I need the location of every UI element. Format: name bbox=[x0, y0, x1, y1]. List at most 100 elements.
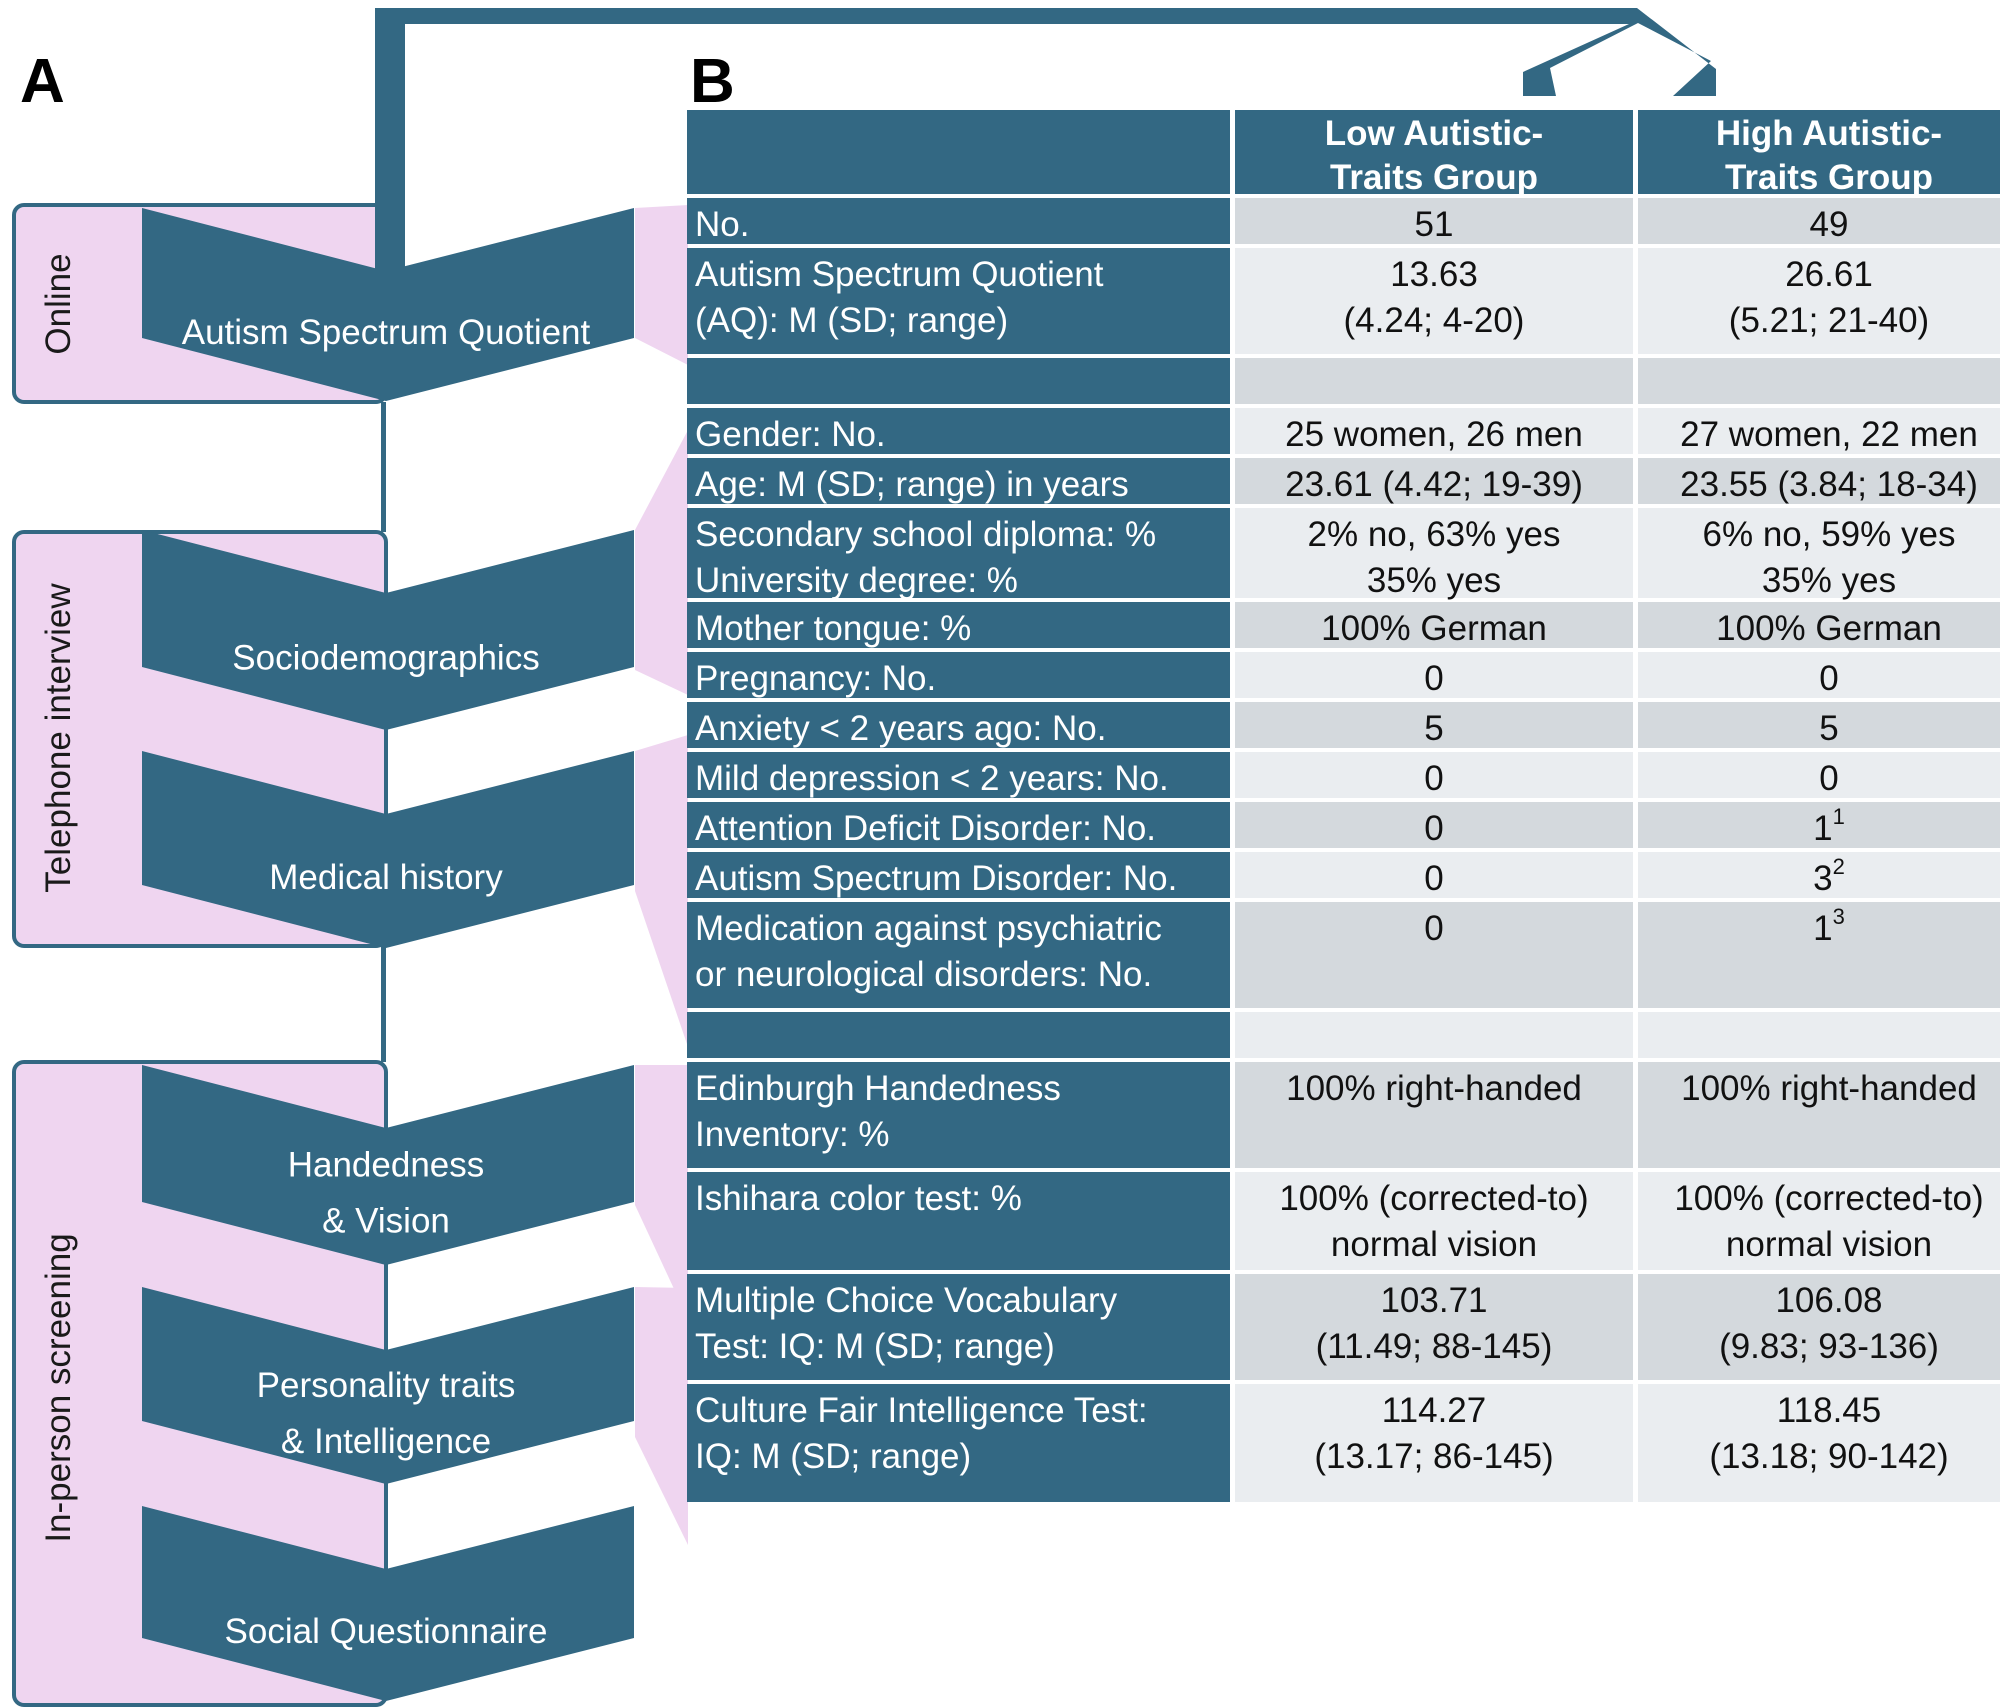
row-label: Gender: No. bbox=[687, 408, 1230, 454]
table-header-corner bbox=[687, 110, 1230, 194]
cell-low-group: 0 bbox=[1235, 752, 1633, 798]
cell-value: 2% no, 63% yes 35% yes bbox=[1307, 515, 1561, 600]
row-label: Edinburgh Handedness Inventory: % bbox=[687, 1062, 1230, 1168]
cell-value: 100% (corrected-to) normal vision bbox=[1674, 1179, 1984, 1264]
telephone-to-inperson-connector bbox=[381, 946, 386, 1062]
cell-value: 6% no, 59% yes 35% yes bbox=[1702, 515, 1956, 600]
step-chevron-3 bbox=[142, 751, 634, 948]
cell-high-group: 5 bbox=[1638, 702, 2000, 748]
cell-low-group: 25 women, 26 men bbox=[1235, 408, 1633, 454]
cell-high-group bbox=[1638, 358, 2000, 404]
phase-labels: Online Telephone interview In-person scr… bbox=[39, 253, 78, 1542]
step-chevron-4 bbox=[142, 1065, 634, 1265]
footnote-marker: 1 bbox=[1832, 804, 1845, 829]
cell-low-group: 0 bbox=[1235, 802, 1633, 848]
panel-a-letter: A bbox=[20, 47, 65, 116]
footnote-marker: 3 bbox=[1832, 904, 1845, 929]
cell-value: 1 bbox=[1813, 909, 1833, 948]
step-labels: Autism Spectrum Quotient Sociodemographic… bbox=[182, 313, 591, 1651]
cell-high-group: 6% no, 59% yes 35% yes bbox=[1638, 508, 2000, 600]
cell-high-group: 11 bbox=[1638, 802, 2000, 848]
participant-characteristics-table: Low Autistic- Traits Group High Autistic… bbox=[687, 110, 2000, 1502]
cell-high-group: 32 bbox=[1638, 852, 2000, 898]
cell-high-group: 27 women, 22 men bbox=[1638, 408, 2000, 454]
footnote-marker: 2 bbox=[1832, 854, 1845, 879]
bracket-1 bbox=[635, 205, 688, 365]
cell-value: 100% (corrected-to) normal vision bbox=[1279, 1179, 1589, 1264]
step-chevron-1 bbox=[142, 208, 634, 401]
bracket-2 bbox=[635, 430, 688, 695]
cell-value: 100% right-handed bbox=[1286, 1069, 1582, 1108]
column-header-low-group: Low Autistic- Traits Group bbox=[1235, 110, 1633, 194]
phase-label-in-person: In-person screening bbox=[39, 1233, 78, 1542]
bracket-3 bbox=[635, 735, 688, 1047]
row-label bbox=[687, 358, 1230, 404]
phase-label-telephone: Telephone interview bbox=[39, 583, 78, 893]
cell-low-group: 2% no, 63% yes 35% yes bbox=[1235, 508, 1633, 600]
cell-value: 103.71 (11.49; 88-145) bbox=[1315, 1281, 1553, 1366]
step-label: Sociodemographics bbox=[232, 639, 539, 678]
row-label: Mother tongue: % bbox=[687, 602, 1230, 648]
bracket-4 bbox=[635, 1065, 688, 1319]
process-steps bbox=[142, 208, 634, 1701]
cell-low-group: 0 bbox=[1235, 652, 1633, 698]
cell-value: 0 bbox=[1819, 759, 1839, 798]
cell-high-group: 26.61 (5.21; 21-40) bbox=[1638, 248, 2000, 354]
row-label: Age: M (SD; range) in years bbox=[687, 458, 1230, 504]
cell-value: 100% right-handed bbox=[1681, 1069, 1977, 1108]
cell-value: 13.63 (4.24; 4-20) bbox=[1343, 255, 1525, 340]
cell-value: 49 bbox=[1809, 205, 1849, 244]
cell-low-group: 5 bbox=[1235, 702, 1633, 748]
connectors bbox=[375, 8, 1716, 1062]
cell-low-group: 0 bbox=[1235, 852, 1633, 898]
online-to-telephone-connector bbox=[381, 402, 386, 532]
row-label: Pregnancy: No. bbox=[687, 652, 1230, 698]
phase-backgrounds bbox=[12, 203, 688, 1707]
cell-low-group: 0 bbox=[1235, 902, 1633, 1008]
cell-low-group: 103.71 (11.49; 88-145) bbox=[1235, 1274, 1633, 1380]
cell-value: 23.55 (3.84; 18-34) bbox=[1680, 465, 1978, 504]
cell-high-group bbox=[1638, 1012, 2000, 1058]
cell-low-group: 114.27 (13.17; 86-145) bbox=[1235, 1384, 1633, 1502]
step-chevron-5 bbox=[142, 1287, 634, 1484]
cell-low-group bbox=[1235, 358, 1633, 404]
row-label: Medication against psychiatric or neurol… bbox=[687, 902, 1230, 1008]
cell-value: 27 women, 22 men bbox=[1680, 415, 1978, 454]
cell-high-group: 100% German bbox=[1638, 602, 2000, 648]
row-label: Culture Fair Intelligence Test: IQ: M (S… bbox=[687, 1384, 1230, 1502]
cell-value: 25 women, 26 men bbox=[1285, 415, 1583, 454]
cell-low-group: 13.63 (4.24; 4-20) bbox=[1235, 248, 1633, 354]
row-label: Secondary school diploma: % University d… bbox=[687, 508, 1230, 600]
cell-value: 5 bbox=[1424, 709, 1444, 748]
cell-high-group: 23.55 (3.84; 18-34) bbox=[1638, 458, 2000, 504]
cell-high-group: 118.45 (13.18; 90-142) bbox=[1638, 1384, 2000, 1502]
cell-high-group: 0 bbox=[1638, 752, 2000, 798]
bracket-5 bbox=[635, 1287, 688, 1545]
cell-value: 0 bbox=[1424, 759, 1444, 798]
step-label: Personality traits bbox=[257, 1366, 516, 1405]
cell-value: 0 bbox=[1424, 859, 1444, 898]
cell-low-group: 51 bbox=[1235, 198, 1633, 244]
cell-high-group: 0 bbox=[1638, 652, 2000, 698]
row-label: No. bbox=[687, 198, 1230, 244]
row-label: Autism Spectrum Quotient (AQ): M (SD; ra… bbox=[687, 248, 1230, 354]
row-label bbox=[687, 1012, 1230, 1058]
cell-value: 114.27 (13.17; 86-145) bbox=[1314, 1391, 1554, 1476]
cell-value: 3 bbox=[1813, 859, 1833, 898]
cell-value: 118.45 (13.18; 90-142) bbox=[1709, 1391, 1949, 1476]
step-label: & Vision bbox=[322, 1202, 450, 1241]
cell-low-group: 100% (corrected-to) normal vision bbox=[1235, 1172, 1633, 1270]
column-header-high-group: High Autistic- Traits Group bbox=[1638, 110, 2000, 194]
cell-value: 5 bbox=[1819, 709, 1839, 748]
row-label: Autism Spectrum Disorder: No. bbox=[687, 852, 1230, 898]
cell-low-group: 100% German bbox=[1235, 602, 1633, 648]
row-label: Multiple Choice Vocabulary Test: IQ: M (… bbox=[687, 1274, 1230, 1380]
cell-value: 0 bbox=[1424, 659, 1444, 698]
cell-value: 23.61 (4.42; 19-39) bbox=[1285, 465, 1583, 504]
row-label: Mild depression < 2 years: No. bbox=[687, 752, 1230, 798]
cell-value: 106.08 (9.83; 93-136) bbox=[1719, 1281, 1939, 1366]
cell-value: 0 bbox=[1424, 809, 1444, 848]
row-label: Ishihara color test: % bbox=[687, 1172, 1230, 1270]
cell-low-group: 23.61 (4.42; 19-39) bbox=[1235, 458, 1633, 504]
